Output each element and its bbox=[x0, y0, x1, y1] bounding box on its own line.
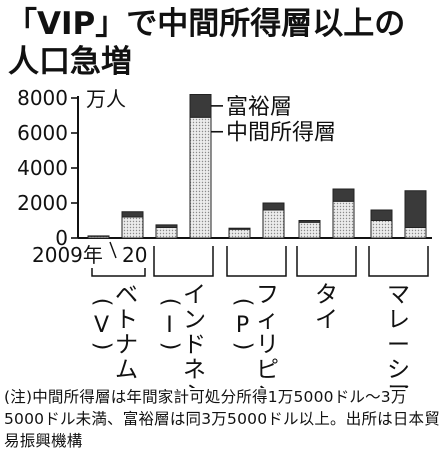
y-tick-label: 8000 bbox=[17, 88, 68, 110]
bar-wealthy bbox=[298, 220, 321, 223]
category-label-char: ィ bbox=[256, 307, 279, 333]
y-unit-label: 万人 bbox=[86, 88, 126, 111]
chart-title-line2: 人口急増 bbox=[8, 44, 132, 80]
category-label-char: ド bbox=[183, 332, 206, 358]
bar-middle-income bbox=[121, 216, 144, 239]
bar-middle-income bbox=[404, 227, 427, 239]
legend-label-middle: 中間所得層 bbox=[226, 121, 336, 146]
chart-bars bbox=[87, 94, 427, 239]
year-label-2009: 2009年 bbox=[32, 243, 103, 267]
category-paren-open: ( bbox=[158, 298, 183, 307]
bar-wealthy bbox=[332, 188, 355, 202]
legend-label-wealthy: 富裕層 bbox=[226, 95, 292, 120]
chart-axes: 0 2000 4000 6000 8000 万人 bbox=[17, 88, 432, 250]
category-bracket bbox=[296, 246, 357, 277]
category-label-char: ア bbox=[387, 382, 410, 388]
category-label-char: ナ bbox=[115, 332, 138, 358]
bar-wealthy bbox=[404, 190, 427, 228]
bar-wealthy bbox=[155, 224, 178, 228]
category-label-char: ン bbox=[183, 307, 206, 333]
category-paren-letter: V bbox=[94, 313, 109, 338]
category-bracket bbox=[226, 246, 287, 277]
category-label-char: レ bbox=[387, 307, 410, 333]
category-label-char: リ bbox=[256, 332, 279, 358]
category-label-char: ピ bbox=[256, 357, 279, 383]
category-paren-letter: P bbox=[236, 313, 249, 338]
category-paren-close: ) bbox=[90, 342, 115, 351]
category-bracket bbox=[368, 246, 429, 277]
year-label-connector bbox=[109, 241, 117, 259]
category-bracket bbox=[91, 268, 146, 277]
category-label-char: ン bbox=[256, 382, 279, 388]
category-label-char: ト bbox=[115, 307, 138, 333]
category-label-char: イ bbox=[315, 307, 338, 333]
category-label-char: マ bbox=[387, 282, 410, 308]
category-label-char: タ bbox=[315, 282, 338, 308]
bar-wealthy bbox=[121, 211, 144, 218]
category-label-char: ベ bbox=[115, 282, 138, 308]
bar-wealthy bbox=[189, 94, 212, 118]
chart-title-line1: 「VIP」で中間所得層以上の bbox=[6, 6, 406, 42]
year-label-2020: 20 bbox=[122, 243, 147, 267]
category-label-char: イ bbox=[183, 282, 206, 308]
y-tick-label: 2000 bbox=[17, 191, 68, 215]
bar-middle-income bbox=[370, 220, 393, 239]
category-label-char: ネ bbox=[183, 357, 206, 383]
bar-wealthy bbox=[262, 202, 285, 211]
chart-footnote: (注)中間所得層は年間家計可処分所得1万5000ドル〜3万5000ドル未満、富裕… bbox=[4, 388, 440, 450]
category-label-char: フ bbox=[256, 282, 279, 308]
bar-middle-income bbox=[189, 116, 212, 239]
category-paren-open: ( bbox=[231, 298, 256, 307]
category-paren-close: ) bbox=[158, 342, 183, 351]
category-label-char: シ bbox=[183, 382, 206, 388]
bar-wealthy bbox=[370, 209, 393, 221]
category-paren-open: ( bbox=[90, 298, 115, 307]
y-tick-label: 4000 bbox=[17, 156, 68, 180]
bar-middle-income bbox=[332, 200, 355, 239]
bar-middle-income bbox=[298, 221, 321, 239]
y-tick-label: 0 bbox=[55, 226, 68, 250]
category-paren-letter: I bbox=[166, 313, 173, 338]
category-label-char: ム bbox=[115, 357, 138, 383]
y-tick-label: 6000 bbox=[17, 121, 68, 145]
category-paren-close: ) bbox=[231, 342, 256, 351]
bar-middle-income bbox=[228, 228, 251, 239]
category-label-char: ー bbox=[387, 332, 410, 358]
category-bracket bbox=[153, 246, 214, 277]
bar-wealthy bbox=[228, 227, 251, 230]
category-label-char: シ bbox=[387, 357, 410, 383]
bar-middle-income bbox=[262, 209, 285, 239]
bar-middle-income bbox=[155, 227, 178, 239]
